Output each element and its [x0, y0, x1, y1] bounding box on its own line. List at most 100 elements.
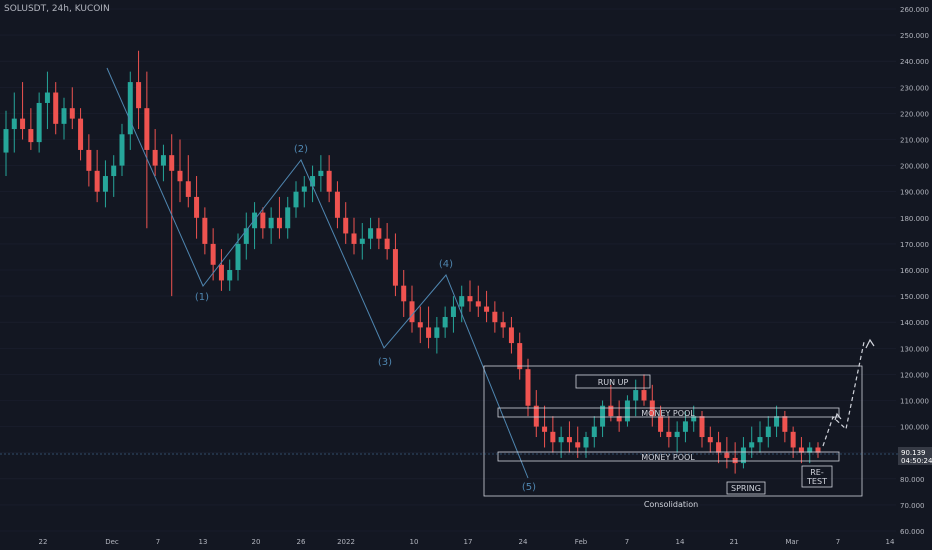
candle[interactable] — [359, 223, 365, 260]
candle[interactable] — [575, 426, 581, 458]
candle[interactable] — [53, 82, 59, 135]
candle[interactable] — [542, 405, 548, 448]
candle[interactable] — [409, 285, 415, 333]
candle[interactable] — [641, 374, 647, 406]
candle[interactable] — [790, 426, 796, 458]
candle[interactable] — [765, 416, 771, 448]
candle[interactable] — [227, 259, 233, 291]
candle[interactable] — [401, 270, 407, 317]
projection-path[interactable] — [822, 338, 875, 447]
candle[interactable] — [127, 71, 133, 150]
candle[interactable] — [724, 437, 730, 469]
candle[interactable] — [732, 442, 738, 474]
candle[interactable] — [624, 395, 630, 427]
elliott-wave-lines[interactable] — [106, 67, 529, 479]
candle[interactable] — [633, 379, 639, 417]
candle[interactable] — [666, 416, 672, 448]
candle[interactable] — [293, 181, 299, 218]
candle[interactable] — [674, 421, 680, 453]
candle[interactable] — [484, 290, 490, 323]
candle[interactable] — [434, 316, 440, 354]
candle[interactable] — [301, 176, 307, 208]
candle[interactable] — [691, 405, 697, 432]
candle[interactable] — [517, 332, 523, 380]
candle[interactable] — [334, 181, 340, 229]
candle[interactable] — [119, 123, 125, 177]
candle[interactable] — [202, 207, 208, 255]
candle[interactable] — [533, 390, 539, 438]
candle[interactable] — [798, 437, 804, 464]
candle[interactable] — [20, 82, 26, 140]
candle[interactable] — [376, 217, 382, 250]
candle[interactable] — [326, 155, 332, 203]
candle[interactable] — [144, 71, 150, 229]
x-axis[interactable]: 22 Dec 7 13 20 26 2022 10 17 24 Feb 7 14 21 Mar 7 14 — [39, 538, 895, 546]
candle[interactable] — [94, 149, 100, 203]
candle[interactable] — [136, 50, 142, 130]
projection-line[interactable] — [822, 341, 865, 447]
candle[interactable] — [343, 202, 349, 244]
candle[interactable] — [11, 92, 17, 153]
candle[interactable] — [774, 405, 780, 438]
candle[interactable] — [525, 358, 531, 417]
candle[interactable] — [682, 410, 688, 443]
candle[interactable] — [492, 301, 498, 333]
candle[interactable] — [467, 280, 473, 312]
candle[interactable] — [78, 108, 84, 161]
candle[interactable] — [807, 442, 813, 464]
spring-box[interactable] — [726, 481, 766, 495]
candle[interactable] — [218, 249, 224, 291]
consolidation-box[interactable] — [483, 365, 863, 497]
candle[interactable] — [417, 306, 423, 344]
candle[interactable] — [160, 144, 166, 182]
candle[interactable] — [583, 431, 589, 458]
candle[interactable] — [285, 196, 291, 239]
candle[interactable] — [392, 233, 398, 297]
candle[interactable] — [368, 217, 374, 250]
retest-box[interactable] — [801, 465, 833, 488]
candle[interactable] — [177, 139, 183, 203]
candle[interactable] — [276, 196, 282, 239]
candle[interactable] — [61, 97, 67, 140]
money-pool-bottom-box[interactable] — [497, 451, 840, 462]
candle[interactable] — [608, 384, 614, 422]
wave-path[interactable] — [106, 67, 529, 479]
candle[interactable] — [185, 155, 191, 208]
candle[interactable] — [351, 217, 357, 255]
money-pool-top-box[interactable] — [497, 407, 840, 418]
candle[interactable] — [210, 228, 216, 281]
candle[interactable] — [426, 306, 432, 349]
candle[interactable] — [28, 108, 34, 150]
candle[interactable] — [260, 207, 266, 239]
candle[interactable] — [558, 426, 564, 458]
candle[interactable] — [268, 207, 274, 244]
candle[interactable] — [658, 405, 664, 438]
candle[interactable] — [384, 223, 390, 260]
candle[interactable] — [194, 176, 200, 239]
candle[interactable] — [86, 134, 92, 187]
candle[interactable] — [450, 296, 456, 333]
candle[interactable] — [757, 421, 763, 453]
candle[interactable] — [243, 212, 249, 260]
candle[interactable] — [616, 400, 622, 432]
candle[interactable] — [550, 416, 556, 453]
candle[interactable] — [102, 160, 108, 208]
candle[interactable] — [44, 71, 50, 130]
candle[interactable] — [111, 155, 117, 197]
candle[interactable] — [591, 416, 597, 448]
candle[interactable] — [749, 426, 755, 458]
run-up-box[interactable] — [575, 374, 651, 389]
candles[interactable] — [3, 50, 821, 474]
candle[interactable] — [36, 92, 42, 153]
candle[interactable] — [500, 311, 506, 338]
candle[interactable] — [152, 129, 158, 177]
candle[interactable] — [442, 306, 448, 338]
candle[interactable] — [707, 426, 713, 453]
y-axis[interactable]: 260.000 250.000 240.000 230.000 220.000 210.0… — [900, 6, 929, 536]
candle[interactable] — [566, 421, 572, 453]
candle[interactable] — [600, 400, 606, 438]
candle[interactable] — [782, 410, 788, 443]
candle[interactable] — [310, 165, 316, 203]
candle[interactable] — [740, 437, 746, 469]
